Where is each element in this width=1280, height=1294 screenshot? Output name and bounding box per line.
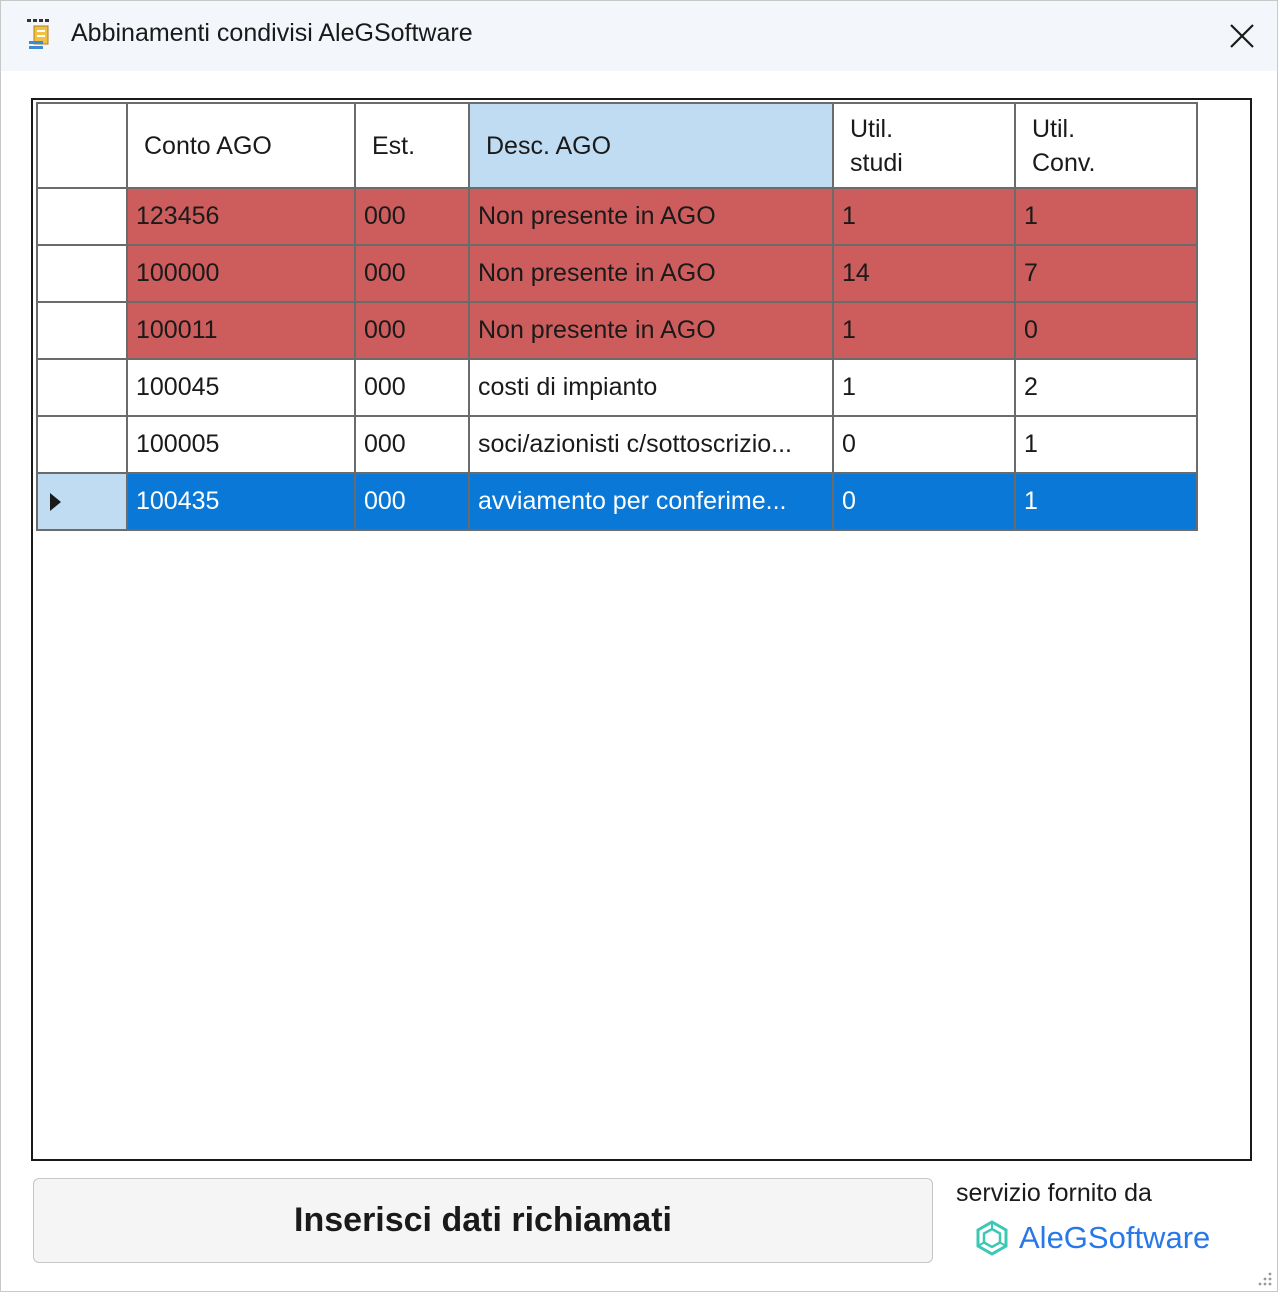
cell-conto[interactable]: 123456	[126, 187, 356, 246]
cell-util-conv[interactable]: 2	[1014, 358, 1198, 417]
cell-est[interactable]: 000	[354, 244, 470, 303]
table-row[interactable]: 100000 000 Non presente in AGO 14 7	[36, 244, 1198, 303]
row-header[interactable]	[36, 472, 128, 531]
cell-util-conv[interactable]: 1	[1014, 472, 1198, 531]
cell-conto[interactable]: 100011	[126, 301, 356, 360]
cell-desc[interactable]: Non presente in AGO	[468, 244, 834, 303]
cell-desc[interactable]: costi di impianto	[468, 358, 834, 417]
row-header[interactable]	[36, 358, 128, 417]
column-header-est[interactable]: Est.	[354, 102, 470, 189]
insert-data-button[interactable]: Inserisci dati richiamati	[33, 1178, 933, 1263]
header-row: Conto AGO Est. Desc. AGO Util. studi Uti…	[36, 102, 1198, 189]
current-row-arrow-icon	[50, 493, 61, 512]
app-icon	[27, 19, 49, 49]
cell-conto[interactable]: 100435	[126, 472, 356, 531]
brand-logo[interactable]: AleGSoftware	[975, 1220, 1210, 1256]
row-header[interactable]	[36, 187, 128, 246]
cell-desc[interactable]: Non presente in AGO	[468, 187, 834, 246]
cell-util-conv[interactable]: 1	[1014, 415, 1198, 474]
corner-header[interactable]	[36, 102, 128, 189]
provided-by-label: servizio fornito da	[956, 1179, 1152, 1207]
cell-desc[interactable]: soci/azionisti c/sottoscrizio...	[468, 415, 834, 474]
row-header[interactable]	[36, 244, 128, 303]
util-conv-label: Util. Conv.	[1032, 114, 1096, 177]
row-header[interactable]	[36, 415, 128, 474]
cell-conto[interactable]: 100000	[126, 244, 356, 303]
table-row[interactable]: 100005 000 soci/azionisti c/sottoscrizio…	[36, 415, 1198, 474]
cell-util-studi[interactable]: 0	[832, 415, 1016, 474]
window-title: Abbinamenti condivisi AleGSoftware	[71, 19, 473, 47]
close-button[interactable]	[1207, 1, 1277, 71]
cell-est[interactable]: 000	[354, 415, 470, 474]
cell-conto[interactable]: 100005	[126, 415, 356, 474]
cell-util-conv[interactable]: 0	[1014, 301, 1198, 360]
cell-util-studi[interactable]: 0	[832, 472, 1016, 531]
row-header[interactable]	[36, 301, 128, 360]
cell-util-studi[interactable]: 14	[832, 244, 1016, 303]
data-grid[interactable]: Conto AGO Est. Desc. AGO Util. studi Uti…	[31, 98, 1252, 1161]
title-bar[interactable]: Abbinamenti condivisi AleGSoftware	[1, 1, 1277, 71]
table-row[interactable]: 100045 000 costi di impianto 1 2	[36, 358, 1198, 417]
cell-desc[interactable]: Non presente in AGO	[468, 301, 834, 360]
cell-est[interactable]: 000	[354, 472, 470, 531]
cell-util-conv[interactable]: 1	[1014, 187, 1198, 246]
hexagon-logo-icon	[976, 1220, 1008, 1256]
cell-desc[interactable]: avviamento per conferime...	[468, 472, 834, 531]
column-header-util-conv[interactable]: Util. Conv.	[1014, 102, 1198, 189]
column-header-conto[interactable]: Conto AGO	[126, 102, 356, 189]
cell-est[interactable]: 000	[354, 301, 470, 360]
cell-conto[interactable]: 100045	[126, 358, 356, 417]
brand-name: AleGSoftware	[1019, 1220, 1211, 1255]
cell-util-conv[interactable]: 7	[1014, 244, 1198, 303]
column-header-util-studi[interactable]: Util. studi	[832, 102, 1016, 189]
close-icon	[1230, 24, 1254, 48]
table-row[interactable]: 123456 000 Non presente in AGO 1 1	[36, 187, 1198, 246]
grid-table: Conto AGO Est. Desc. AGO Util. studi Uti…	[36, 102, 1198, 531]
table-row-selected[interactable]: 100435 000 avviamento per conferime... 0…	[36, 472, 1198, 531]
cell-est[interactable]: 000	[354, 358, 470, 417]
util-studi-label: Util. studi	[850, 114, 903, 177]
table-row[interactable]: 100011 000 Non presente in AGO 1 0	[36, 301, 1198, 360]
cell-util-studi[interactable]: 1	[832, 187, 1016, 246]
cell-est[interactable]: 000	[354, 187, 470, 246]
cell-util-studi[interactable]: 1	[832, 301, 1016, 360]
cell-util-studi[interactable]: 1	[832, 358, 1016, 417]
column-header-desc[interactable]: Desc. AGO	[468, 102, 834, 189]
resize-grip-icon[interactable]	[1255, 1269, 1273, 1287]
